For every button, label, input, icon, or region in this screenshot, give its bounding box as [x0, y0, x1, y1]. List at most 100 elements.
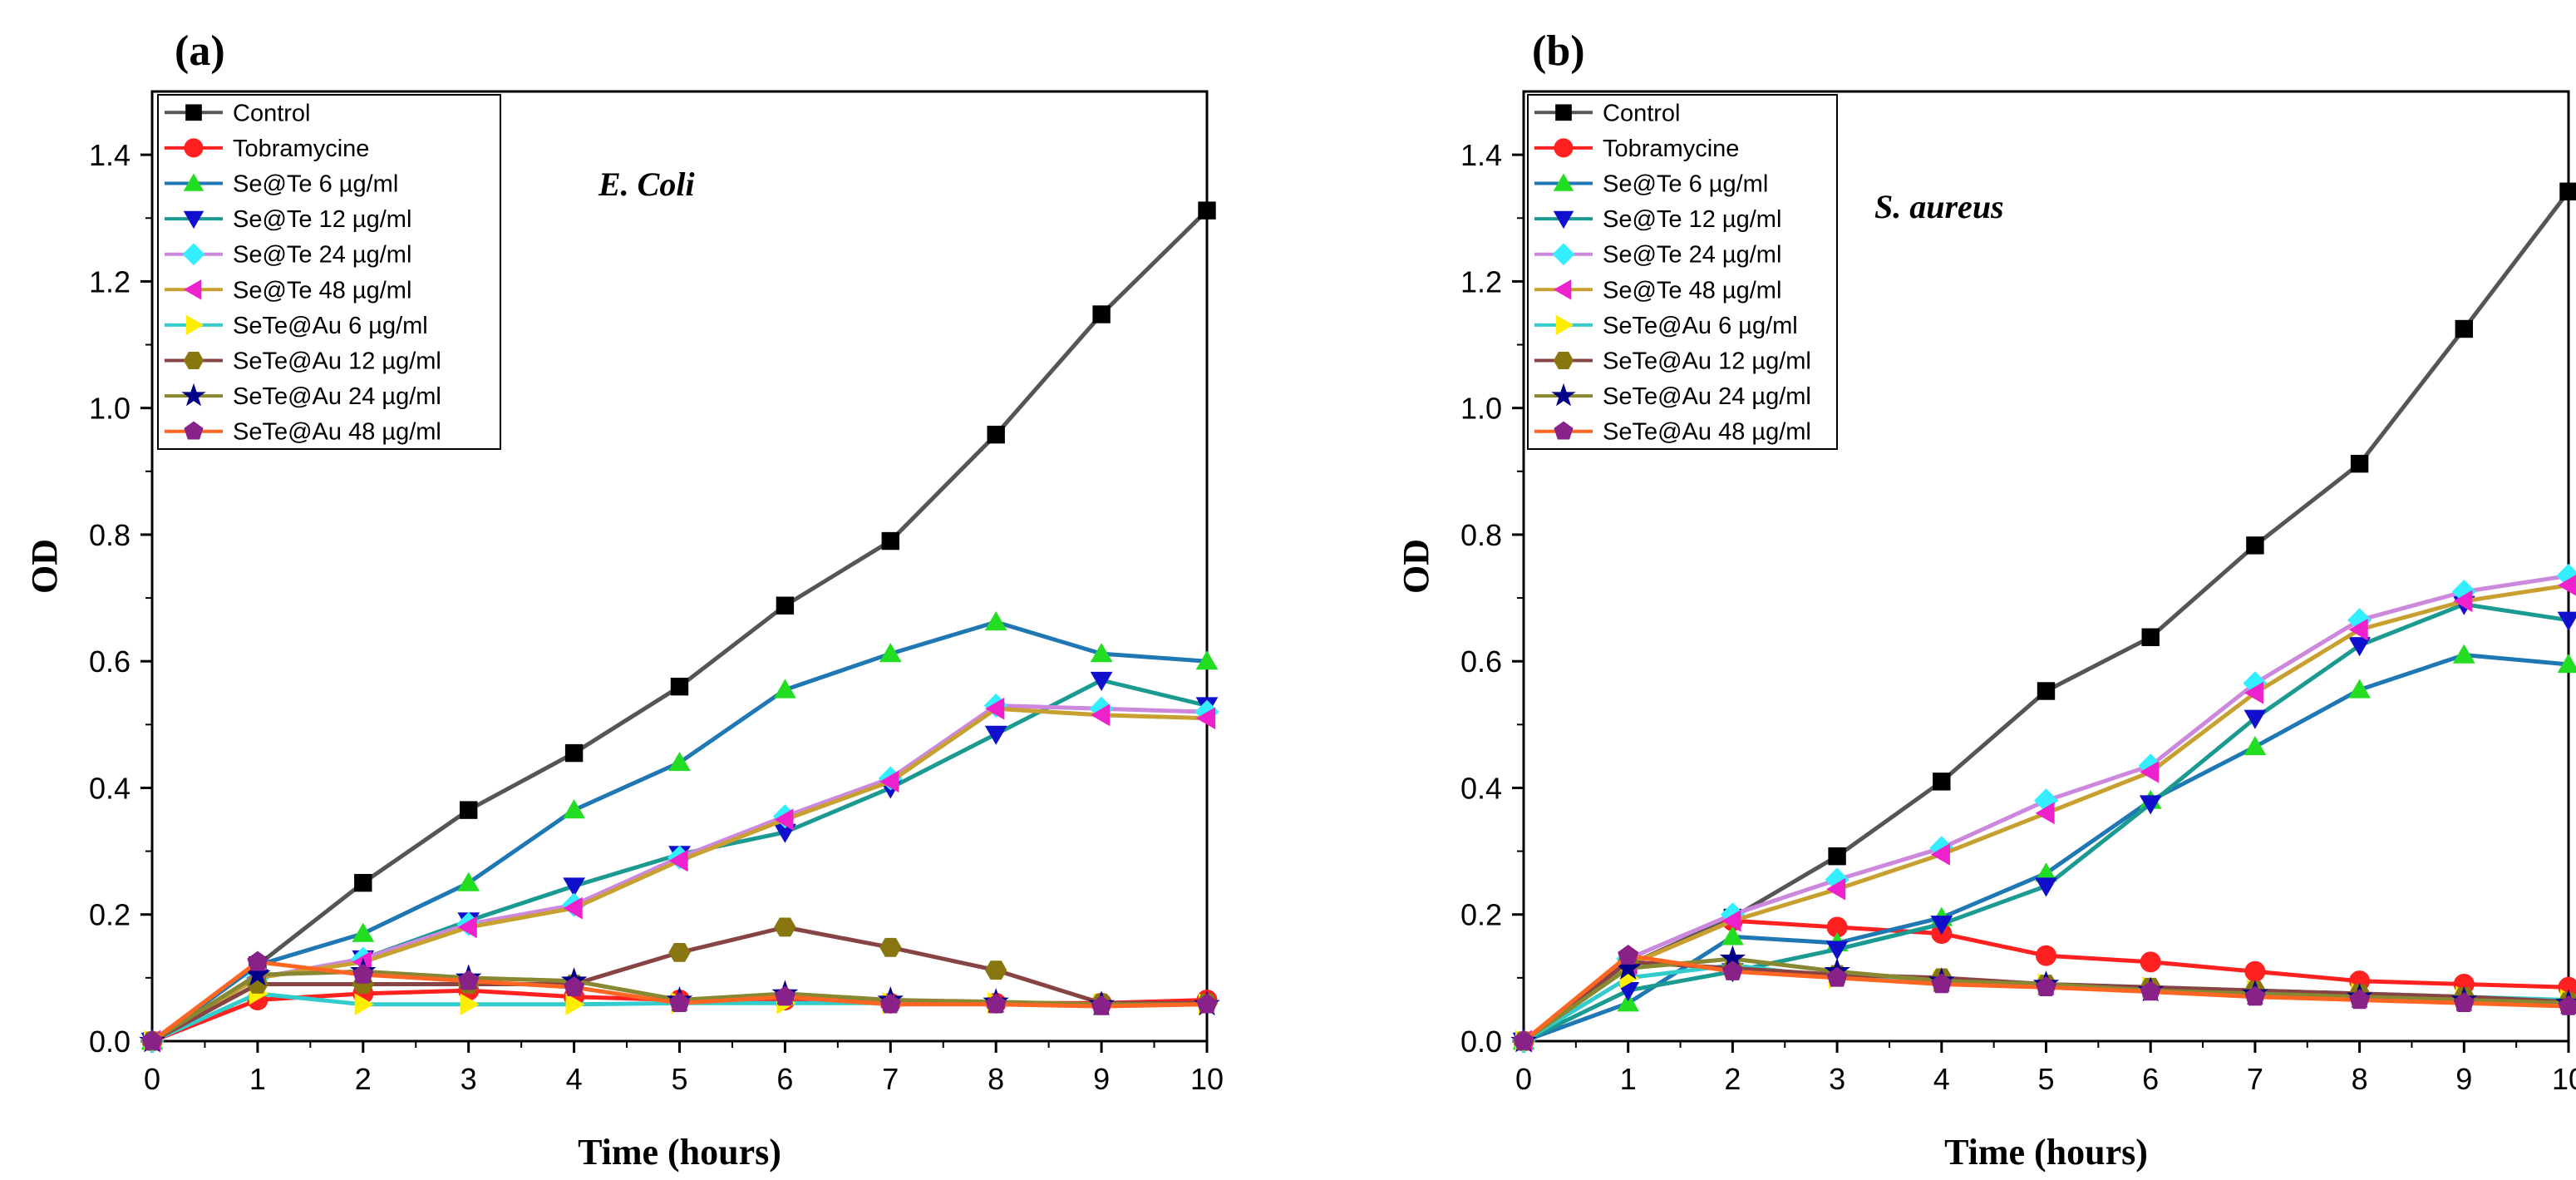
y-tick-label: 0.2 — [89, 898, 131, 932]
data-point-se-te-12-ug-ml — [2348, 637, 2371, 657]
data-point-tobramycine — [2140, 951, 2161, 973]
legend-label-control: Control — [1603, 100, 1681, 126]
data-point-sete-au-48-ug-ml — [1618, 944, 1639, 965]
legend-marker-sete-au-12-ug-ml — [183, 352, 204, 369]
legend-label-sete-au-24-ug-ml: SeTe@Au 24 µg/ml — [233, 383, 441, 410]
legend: Control Tobramycine Se@Te 6 µg/ml Se@Te 12 … — [1527, 94, 1838, 450]
y-axis: 0.0 0.2 0.4 0.6 0.8 1.0 1.2 1.4 — [1460, 138, 1524, 1059]
legend-marker-sete-au-48-ug-ml — [184, 421, 204, 440]
legend-marker-sete-au-12-ug-ml — [1553, 352, 1574, 369]
data-point-control — [2350, 454, 2369, 473]
data-point-sete-au-12-ug-ml — [879, 937, 902, 957]
data-point-se-te-6-ug-ml — [2557, 654, 2576, 674]
x-tick-label: 8 — [2352, 1062, 2368, 1096]
data-point-se-te-48-ug-ml — [2348, 618, 2368, 641]
x-tick-label: 7 — [2247, 1062, 2263, 1096]
panel-label: (a) — [175, 27, 225, 75]
y-tick-label: 0.0 — [89, 1024, 131, 1059]
data-point-sete-au-12-ug-ml — [668, 943, 691, 962]
data-point-se-te-48-ug-ml — [2453, 590, 2473, 613]
data-point-se-te-48-ug-ml — [1826, 877, 1846, 901]
data-point-se-te-48-ug-ml — [1091, 704, 1111, 727]
x-tick-label: 10 — [1190, 1062, 1224, 1096]
data-point-sete-au-12-ug-ml — [985, 960, 1007, 980]
legend-marker-se-te-12-ug-ml — [183, 210, 204, 230]
x-tick-label: 6 — [2142, 1062, 2159, 1096]
data-point-se-te-6-ug-ml — [984, 611, 1007, 631]
x-tick-label: 1 — [249, 1062, 266, 1096]
data-point-control — [2559, 182, 2576, 200]
data-point-se-te-48-ug-ml — [1930, 843, 1950, 866]
data-point-se-te-48-ug-ml — [2557, 575, 2576, 596]
data-point-control — [670, 677, 689, 696]
legend-box — [1527, 94, 1838, 450]
legend-label-sete-au-6-ug-ml: SeTe@Au 6 µg/ml — [1603, 313, 1798, 339]
legend-marker-control — [1555, 104, 1572, 121]
data-point-se-te-48-ug-ml — [1196, 707, 1216, 730]
y-axis-label: OD — [24, 539, 65, 594]
data-point-sete-au-48-ug-ml — [1931, 973, 1953, 994]
x-tick-label: 2 — [1724, 1062, 1741, 1096]
y-tick-label: 0.4 — [1460, 771, 1502, 805]
data-point-se-te-6-ug-ml — [2244, 736, 2267, 756]
legend-marker-se-te-48-ug-ml — [183, 279, 202, 300]
legend-marker-se-te-6-ug-ml — [1553, 173, 1574, 191]
data-point-control — [2455, 319, 2474, 338]
data-point-se-te-48-ug-ml — [879, 770, 899, 793]
x-tick-label: 9 — [1093, 1062, 1110, 1096]
y-tick-label: 1.2 — [1460, 264, 1502, 299]
data-point-se-te-12-ug-ml — [984, 725, 1007, 745]
legend-marker-sete-au-48-ug-ml — [1554, 421, 1574, 440]
y-tick-label: 0.2 — [1460, 898, 1502, 932]
data-point-sete-au-48-ug-ml — [247, 950, 268, 971]
data-point-se-te-6-ug-ml — [457, 871, 480, 891]
data-point-sete-au-48-ug-ml — [985, 993, 1007, 1014]
x-axis: 0 1 2 3 4 5 6 7 8 9 10 — [1515, 1041, 2576, 1096]
data-point-se-te-12-ug-ml — [563, 877, 585, 897]
y-axis: 0.0 0.2 0.4 0.6 0.8 1.0 1.2 1.4 — [89, 138, 152, 1059]
data-point-control — [2246, 536, 2264, 555]
y-tick-label: 1.0 — [1460, 392, 1502, 426]
data-point-control — [1092, 305, 1111, 323]
data-point-se-te-6-ug-ml — [774, 679, 796, 699]
data-point-control — [564, 743, 584, 763]
data-point-sete-au-48-ug-ml — [564, 976, 585, 996]
data-point-sete-au-6-ug-ml — [354, 993, 374, 1016]
legend-marker-sete-au-24-ug-ml — [181, 383, 206, 407]
data-point-tobramycine — [2036, 945, 2056, 966]
data-point-control — [987, 425, 1005, 444]
legend-marker-se-te-24-ug-ml — [1552, 243, 1575, 266]
y-tick-label: 0.6 — [1460, 644, 1502, 679]
legend-label-tobramycine: Tobramycine — [233, 136, 369, 162]
data-point-control — [1933, 773, 1951, 791]
data-point-sete-au-48-ug-ml — [2140, 980, 2161, 1001]
data-point-sete-au-48-ug-ml — [2349, 989, 2371, 1010]
data-point-se-te-48-ug-ml — [2140, 761, 2160, 783]
data-point-se-te-48-ug-ml — [2035, 802, 2055, 825]
legend-marker-tobramycine — [1554, 138, 1574, 158]
x-tick-label: 4 — [566, 1062, 583, 1096]
x-tick-label: 8 — [988, 1062, 1004, 1096]
y-tick-label: 1.4 — [89, 138, 131, 172]
data-point-se-te-6-ug-ml — [668, 752, 691, 772]
panel-label: (b) — [1532, 27, 1585, 75]
data-point-se-te-48-ug-ml — [774, 808, 794, 831]
x-axis-label: Time (hours) — [1944, 1132, 2148, 1173]
data-point-control — [881, 531, 899, 551]
x-tick-label: 2 — [355, 1062, 372, 1096]
data-point-sete-au-48-ug-ml — [2558, 995, 2576, 1015]
y-tick-label: 0.8 — [89, 518, 131, 552]
data-point-sete-au-48-ug-ml — [1721, 960, 1743, 980]
legend-label-se-te-12-ug-ml: Se@Te 12 µg/ml — [233, 206, 411, 233]
legend-label-sete-au-12-ug-ml: SeTe@Au 12 µg/ml — [1603, 348, 1811, 375]
data-point-sete-au-48-ug-ml — [774, 985, 795, 1006]
data-point-se-te-12-ug-ml — [2139, 795, 2162, 815]
data-point-se-te-12-ug-ml — [2557, 611, 2576, 631]
data-point-se-te-48-ug-ml — [2244, 681, 2263, 704]
legend-label-se-te-24-ug-ml: Se@Te 24 µg/ml — [233, 242, 411, 269]
data-point-se-te-12-ug-ml — [1930, 916, 1953, 936]
data-point-se-te-6-ug-ml — [1617, 992, 1640, 1012]
y-tick-label: 0.8 — [1460, 518, 1502, 552]
x-axis: 0 1 2 3 4 5 6 7 8 9 10 — [144, 1041, 1224, 1096]
